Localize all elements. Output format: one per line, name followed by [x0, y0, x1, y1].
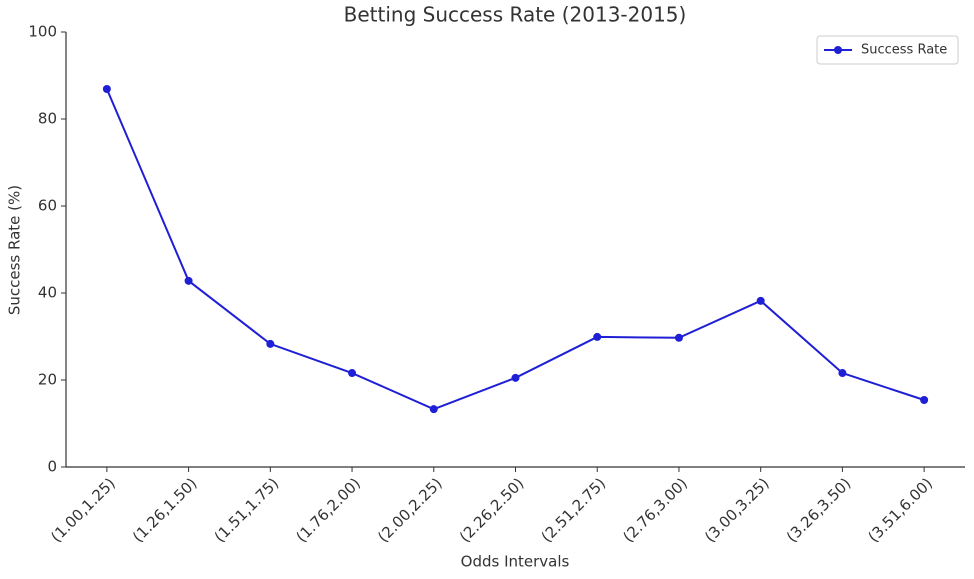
x-tick-label: (1.76,2.00) [292, 474, 364, 546]
x-tick-label: (2.26,2.50) [456, 474, 528, 546]
data-point [266, 339, 275, 348]
y-tick-label: 40 [38, 284, 57, 302]
y-tick-label: 20 [38, 371, 57, 389]
data-point [593, 332, 602, 341]
data-point [674, 333, 683, 342]
data-point [184, 276, 193, 285]
x-tick-label: (1.51,1.75) [211, 474, 283, 546]
x-tick-label: (2.76,3.00) [619, 474, 691, 546]
data-point [756, 296, 765, 305]
y-tick-label: 80 [38, 110, 57, 128]
data-point [511, 373, 520, 382]
x-tick-label: (3.26,3.50) [783, 474, 855, 546]
x-tick-label: (2.00,2.25) [374, 474, 446, 546]
y-tick-label: 100 [28, 23, 57, 41]
chart-title: Betting Success Rate (2013-2015) [344, 3, 687, 27]
x-tick-label: (1.26,1.50) [129, 474, 201, 546]
x-tick-label: (1.00,1.25) [47, 474, 119, 546]
legend-label: Success Rate [861, 43, 947, 58]
data-point [102, 84, 111, 93]
x-tick-label: (2.51,2.75) [538, 474, 610, 546]
y-tick-label: 0 [47, 458, 57, 476]
y-axis-label: Success Rate (%) [6, 185, 24, 315]
x-tick-label: (3.51,6.00) [865, 474, 937, 546]
y-tick-label: 60 [38, 197, 57, 215]
data-point [348, 369, 357, 378]
x-tick-label: (3.00,3.25) [701, 474, 773, 546]
x-axis-label: Odds Intervals [461, 553, 570, 571]
data-point [429, 405, 438, 414]
legend-box [816, 35, 959, 65]
data-point [920, 396, 929, 405]
series-line [105, 88, 925, 411]
data-point [838, 369, 847, 378]
legend-marker [834, 46, 842, 54]
